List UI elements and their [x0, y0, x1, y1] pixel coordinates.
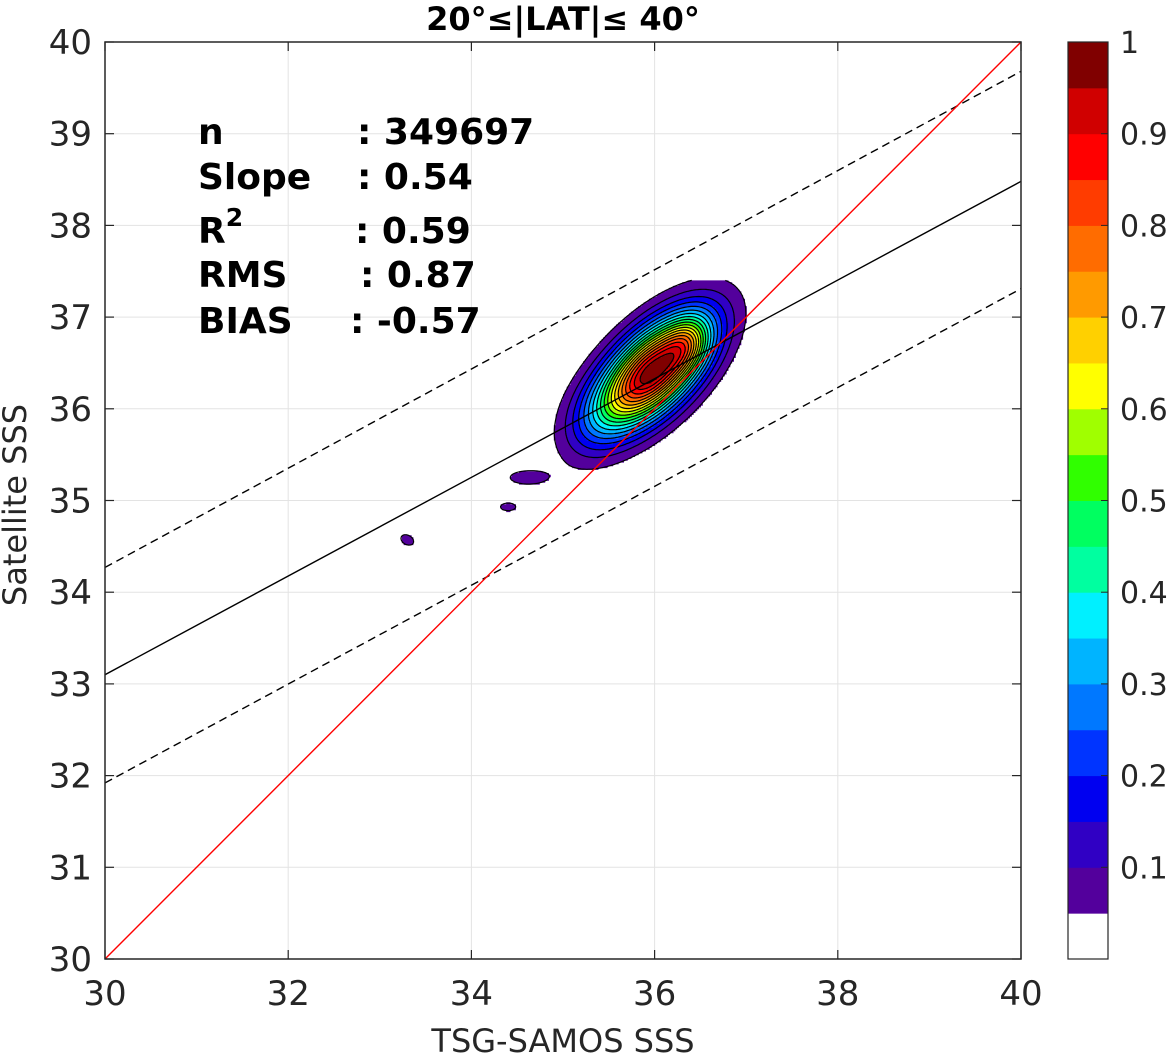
- grid: [104, 41, 1022, 960]
- lower-bound-line: [105, 288, 1021, 784]
- contour-line-14: [617, 332, 695, 406]
- x-tick-label: 38: [816, 974, 859, 1014]
- colorbar-segment-8: [1068, 546, 1108, 593]
- axes-frame: [104, 41, 1022, 960]
- colorbar-tick-label: 0.2: [1120, 760, 1168, 795]
- contour-band-19: [639, 353, 674, 384]
- y-tick-label: 30: [49, 940, 92, 980]
- colorbar-segment-11: [1068, 408, 1108, 456]
- colorbar-tick-label: 0.8: [1120, 209, 1168, 244]
- stat-rms-value: : 0.87: [360, 255, 476, 296]
- x-tick-label: 32: [267, 974, 310, 1014]
- stat-r2-value: : 0.59: [355, 211, 471, 252]
- stat-bias-value: : -0.57: [350, 301, 481, 342]
- colorbar-segment-14: [1068, 271, 1108, 318]
- contour-line-13: [614, 329, 697, 410]
- y-tick-label: 35: [49, 482, 92, 522]
- colorbar-tick-label: 1: [1120, 26, 1139, 61]
- upper-bound-line: [105, 70, 1021, 569]
- colorbar-segment-12: [1068, 362, 1108, 410]
- colorbar-segment-9: [1068, 500, 1108, 547]
- stat-slope-value: : 0.54: [357, 157, 473, 198]
- x-tick-label: 34: [450, 974, 493, 1014]
- contour-line-1: [400, 279, 747, 546]
- y-tick-label: 37: [49, 298, 92, 338]
- y-tick-label: 40: [49, 23, 92, 63]
- colorbar-segment-7: [1068, 592, 1108, 639]
- colorbar-tick-label: 0.6: [1120, 393, 1168, 428]
- y-tick-label: 33: [49, 665, 92, 705]
- contour-line-11: [607, 324, 702, 416]
- colorbar-segment-15: [1068, 225, 1108, 272]
- contour-line-2: [564, 288, 735, 459]
- contour-line-12: [610, 326, 700, 413]
- colorbar-segment-0: [1068, 913, 1108, 960]
- colorbar-segment-18: [1068, 87, 1108, 135]
- colorbar-tick-label: 0.1: [1120, 851, 1168, 886]
- colorbar: 0.1 0.2 0.3 0.4 0.5 0.6 0.7 0.8 0.9 1: [1067, 26, 1168, 960]
- colorbar-segment-16: [1068, 179, 1108, 226]
- chart-title: 20°≤|LAT|≤ 40°: [426, 0, 700, 39]
- colorbar-tick-label: 0.5: [1120, 485, 1168, 520]
- stat-bias-label: BIAS: [198, 301, 293, 342]
- stats-box: n : 349697 Slope : 0.54 R2 : 0.59 RMS : …: [198, 112, 534, 342]
- colorbar-segment-1: [1068, 867, 1108, 914]
- x-tick-label: 40: [999, 974, 1042, 1014]
- y-tick-label: 36: [49, 390, 92, 430]
- reference-lines: [105, 42, 1021, 959]
- y-tick-label: 32: [49, 757, 92, 797]
- stat-n-value: : 349697: [357, 112, 534, 153]
- colorbar-tick-label: 0.3: [1120, 668, 1168, 703]
- y-axis-label: Satellite SSS: [0, 404, 34, 606]
- colorbar-segment-19: [1068, 42, 1108, 89]
- y-tick-label: 38: [49, 206, 92, 246]
- x-axis-label: TSG-SAMOS SSS: [430, 1022, 694, 1055]
- colorbar-segment-5: [1068, 683, 1108, 731]
- y-tick-label: 34: [49, 573, 92, 613]
- x-tick-label: 36: [633, 974, 676, 1014]
- colorbar-segment-10: [1068, 454, 1108, 501]
- stat-rms-label: RMS: [198, 255, 287, 296]
- colorbar-segment-3: [1068, 775, 1108, 822]
- colorbar-tick-label: 0.9: [1120, 118, 1168, 153]
- x-tick-label: 30: [83, 974, 126, 1014]
- colorbar-segment-6: [1068, 638, 1108, 685]
- contour-line-4: [578, 301, 723, 445]
- contour-line-16: [625, 338, 690, 399]
- colorbar-tick-label: 0.4: [1120, 576, 1168, 611]
- contour-line-3: [572, 295, 728, 451]
- colorbar-segment-4: [1068, 729, 1108, 777]
- contour-line-15: [621, 334, 692, 403]
- one-to-one-line: [105, 42, 1021, 959]
- x-tick-labels: 30 32 34 36 38 40: [83, 974, 1042, 1014]
- colorbar-tick-label: 0.7: [1120, 301, 1168, 336]
- colorbar-segment-2: [1068, 821, 1108, 868]
- colorbar-segment-13: [1068, 317, 1108, 364]
- y-tick-labels: 30 31 32 33 34 35 36 37 38 39 40: [49, 23, 92, 980]
- stat-r2-base: R: [198, 211, 226, 252]
- fit-line: [105, 180, 1021, 676]
- y-tick-label: 39: [49, 115, 92, 155]
- colorbar-segment-17: [1068, 133, 1108, 181]
- stat-n-label: n: [198, 112, 224, 153]
- contour-line-17: [629, 341, 686, 395]
- stat-r2-superscript: 2: [226, 203, 243, 232]
- y-tick-label: 31: [49, 848, 92, 888]
- stat-slope-label: Slope: [198, 157, 311, 198]
- stat-r2-label: R2: [198, 203, 243, 252]
- contour-line-8: [596, 315, 709, 427]
- contour-line-7: [592, 312, 712, 431]
